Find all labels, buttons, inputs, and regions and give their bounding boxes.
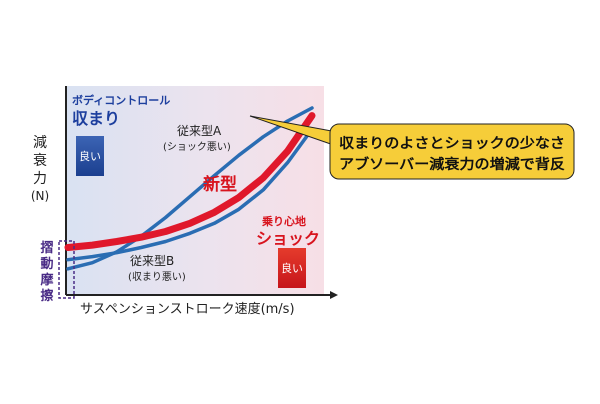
callout-box [329,123,575,180]
body-control-label: ボディコントロール [72,93,170,107]
callout-text-line2: アブソーバー減衰力の増減で背反 [339,156,565,173]
friction-char: 摩 [40,272,54,288]
series-label-conventional-a: 従来型A [177,124,222,138]
good-label-right: 良い [281,261,303,275]
new-model-line [64,112,316,251]
friction-char: 摺 [40,241,53,256]
y-label-char: (N) [31,189,49,203]
y-label-char: 衰 [33,152,47,169]
good-box-left [76,136,104,176]
series-label-conventional-b: 従来型B [130,254,174,268]
x-axis-label: サスペンションストローク速度(m/s) [80,301,295,317]
series-sublabel-conventional-a: (ショック悪い) [163,141,231,153]
x-axis-arrow [330,291,338,299]
y-label-char: 減 [33,134,47,151]
y-axis-label: 減 衰 力 (N) [31,134,49,203]
callout-text-line1: 収まりのよさとショックの少なさ [339,135,565,152]
good-label-left: 良い [79,149,101,163]
good-box-right [278,248,306,288]
friction-char: 擦 [40,288,53,304]
shock-label: ショック [256,229,320,248]
friction-label: 摺 動 摩 擦 [40,241,54,304]
y-label-char: 力 [33,171,47,187]
series-layer [64,106,316,271]
friction-box [58,240,75,299]
series-sublabel-conventional-b: (収まり悪い) [128,271,186,283]
ride-comfort-label: 乗り心地 [262,214,306,228]
settling-label: 収まり [72,109,120,128]
series-label-new-model: 新型 [203,174,237,195]
friction-char: 動 [40,256,53,272]
conventional-b-line [66,127,314,262]
